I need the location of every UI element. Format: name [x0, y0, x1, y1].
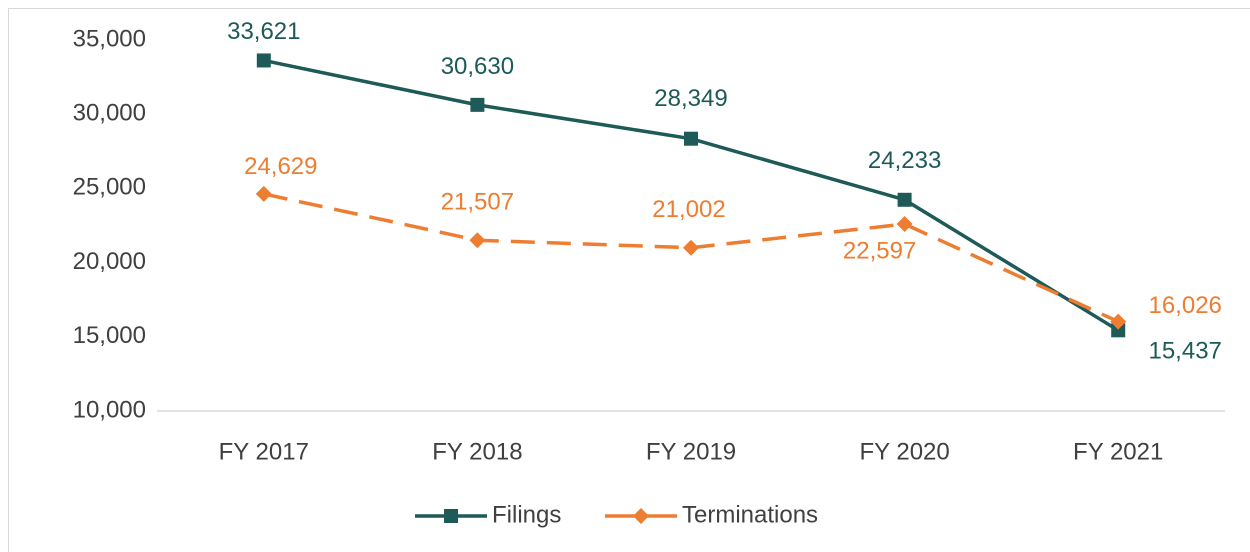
y-tick-label: 10,000 — [73, 396, 146, 423]
data-point — [1111, 323, 1126, 338]
data-label: 15,437 — [1148, 338, 1221, 365]
data-point — [469, 232, 486, 249]
data-point — [683, 239, 699, 256]
data-label: 30,630 — [441, 53, 514, 80]
legend-marker — [444, 509, 458, 523]
data-point — [470, 97, 485, 112]
y-tick-label: 35,000 — [73, 25, 146, 52]
data-point — [684, 131, 698, 146]
y-tick-label: 30,000 — [73, 100, 146, 127]
data-label: 16,026 — [1148, 292, 1221, 319]
x-tick-label: FY 2020 — [859, 438, 949, 465]
data-point — [897, 192, 912, 207]
data-label: 22,597 — [843, 237, 916, 264]
x-tick-label: FY 2017 — [219, 438, 309, 465]
data-point — [255, 185, 272, 202]
data-label: 28,349 — [654, 85, 727, 112]
y-tick-label: 25,000 — [73, 174, 146, 201]
legend-marker — [633, 508, 649, 524]
data-label: 21,002 — [652, 196, 725, 223]
legend-label: Terminations — [682, 501, 818, 528]
x-tick-label: FY 2019 — [646, 438, 736, 465]
x-tick-label: FY 2018 — [432, 438, 522, 465]
data-label: 33,621 — [227, 18, 300, 45]
data-label: 21,507 — [441, 189, 514, 216]
data-point — [896, 216, 913, 233]
y-tick-label: 20,000 — [73, 248, 146, 275]
y-tick-label: 15,000 — [73, 322, 146, 349]
data-label: 24,233 — [868, 147, 941, 174]
legend-label: Filings — [492, 501, 561, 528]
data-point — [1110, 313, 1127, 330]
data-point — [256, 53, 271, 68]
x-tick-label: FY 2021 — [1073, 438, 1163, 465]
data-label: 24,629 — [244, 153, 317, 180]
chart-border — [8, 8, 1250, 552]
